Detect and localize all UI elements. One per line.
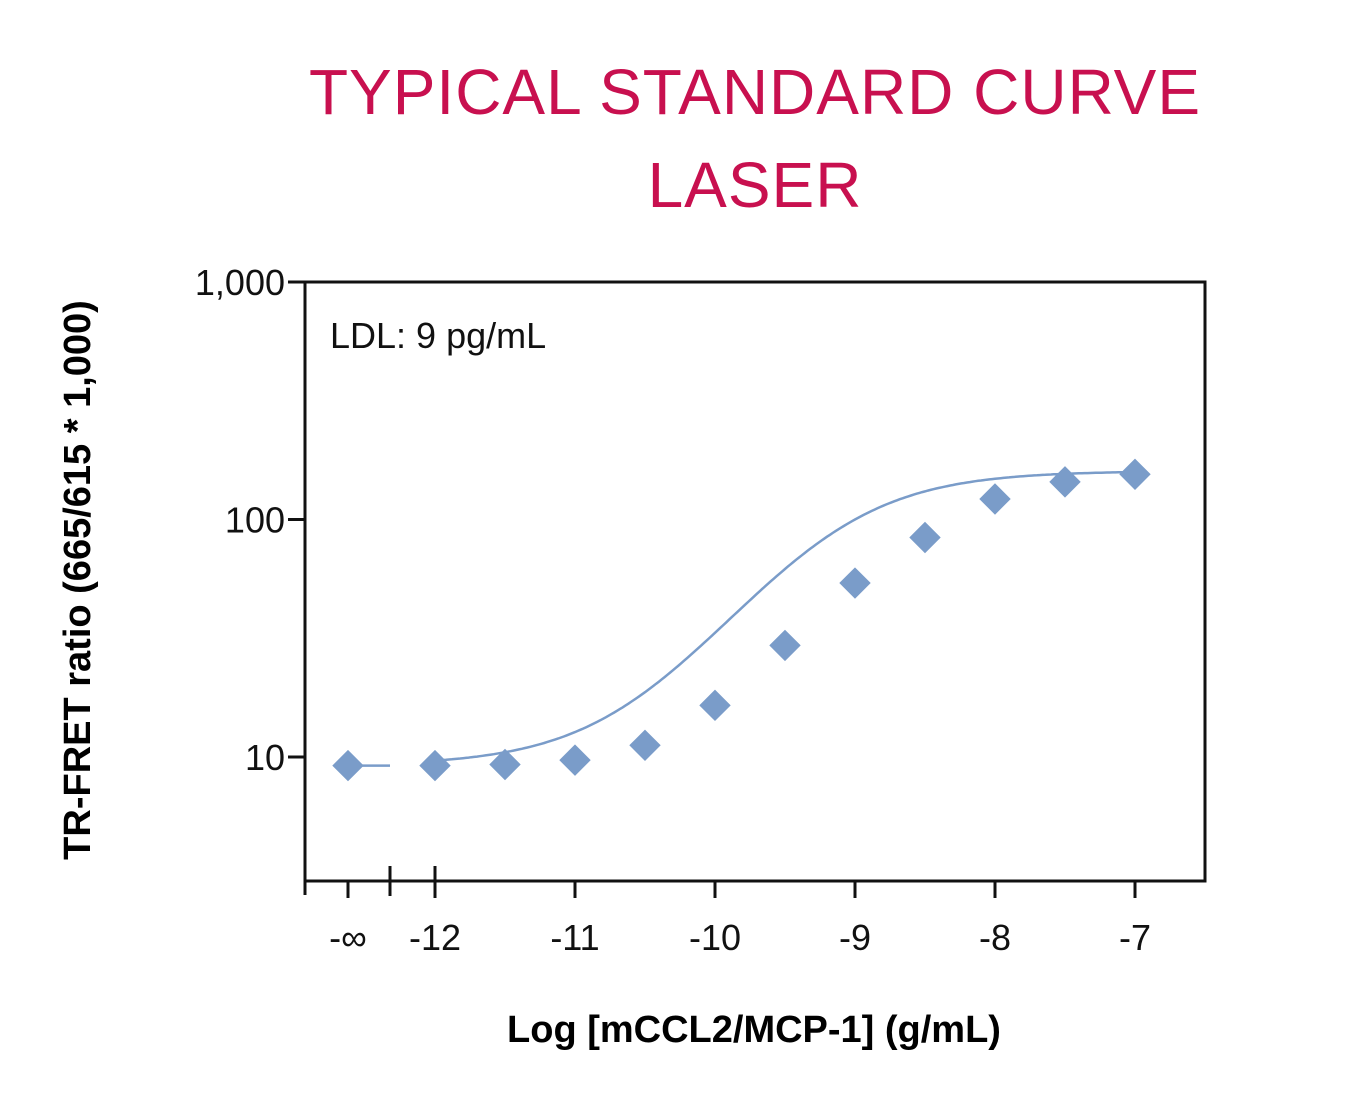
data-point-6: [769, 629, 801, 662]
plot-frame: [303, 280, 1207, 883]
y-tick-label-0: 10: [245, 737, 285, 778]
axes: [303, 280, 1207, 896]
data-point-4: [629, 729, 661, 762]
fit-curve: [348, 470, 1136, 767]
x-tick-label-0: -∞: [329, 917, 367, 958]
data-point-0: [332, 749, 364, 782]
fit-curve-line: [434, 470, 1136, 762]
data-point-2: [489, 748, 521, 781]
data-point-7: [839, 567, 871, 599]
x-tick-label-5: -8: [979, 917, 1011, 958]
data-markers: [332, 458, 1151, 782]
ldl-annotation: LDL: 9 pg/mL: [330, 315, 546, 356]
x-tick-label-6: -7: [1119, 917, 1151, 958]
ticks: 10 100 1,000 -∞ -12 -11 -10 -9 -8 -7: [195, 262, 1151, 958]
x-axis-title: Log [mCCL2/MCP-1] (g/mL): [507, 1009, 1001, 1051]
data-point-9: [979, 483, 1011, 515]
x-tick-label-1: -12: [409, 917, 461, 958]
data-point-10: [1049, 466, 1081, 498]
data-point-3: [559, 744, 591, 776]
y-tick-label-2: 1,000: [195, 262, 285, 303]
x-tick-label-4: -9: [839, 917, 871, 958]
chart-title-line-1: TYPICAL STANDARD CURVE: [308, 56, 1202, 128]
y-axis-title: TR-FRET ratio (665/615 * 1,000): [57, 300, 99, 860]
data-point-5: [699, 689, 731, 722]
x-tick-label-3: -10: [689, 917, 741, 958]
y-tick-label-1: 100: [225, 500, 285, 541]
data-point-11: [1119, 458, 1151, 491]
data-point-1: [419, 749, 451, 782]
chart-title-line-2: LASER: [647, 149, 863, 221]
x-tick-label-2: -11: [550, 917, 599, 958]
data-point-8: [909, 521, 941, 554]
